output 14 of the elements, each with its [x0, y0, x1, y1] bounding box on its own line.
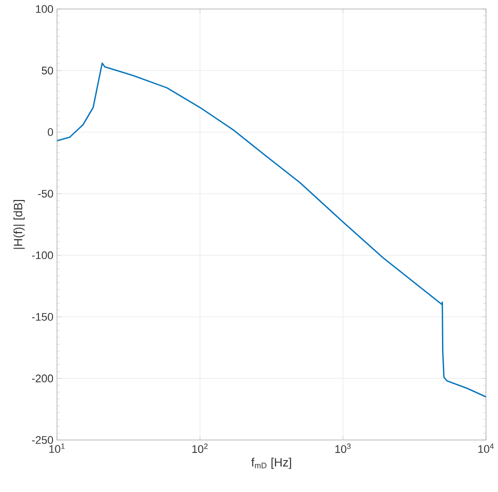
- x-tick-label: 10$^{1}$: [49, 444, 65, 453]
- x-axis-title: f$_{mD}$ [Hz]: [251, 458, 292, 469]
- y-tick-label: -150: [32, 312, 54, 321]
- y-tick-label: -100: [32, 251, 54, 260]
- y-axis-title: |H(f)| [dB]: [14, 200, 25, 249]
- y-tick-label: -200: [32, 374, 54, 382]
- y-tick-label: 50: [42, 66, 54, 74]
- x-tick-label: 10$^{2}$: [192, 444, 208, 453]
- y-tick-label: -250: [32, 436, 54, 444]
- y-tick-label: -50: [38, 190, 54, 198]
- y-tick-label: 100: [36, 5, 54, 13]
- x-tick-label: 10$^{3}$: [335, 444, 351, 453]
- x-tick-label: 10$^{4}$: [478, 444, 494, 453]
- y-tick-label: 0: [48, 128, 54, 136]
